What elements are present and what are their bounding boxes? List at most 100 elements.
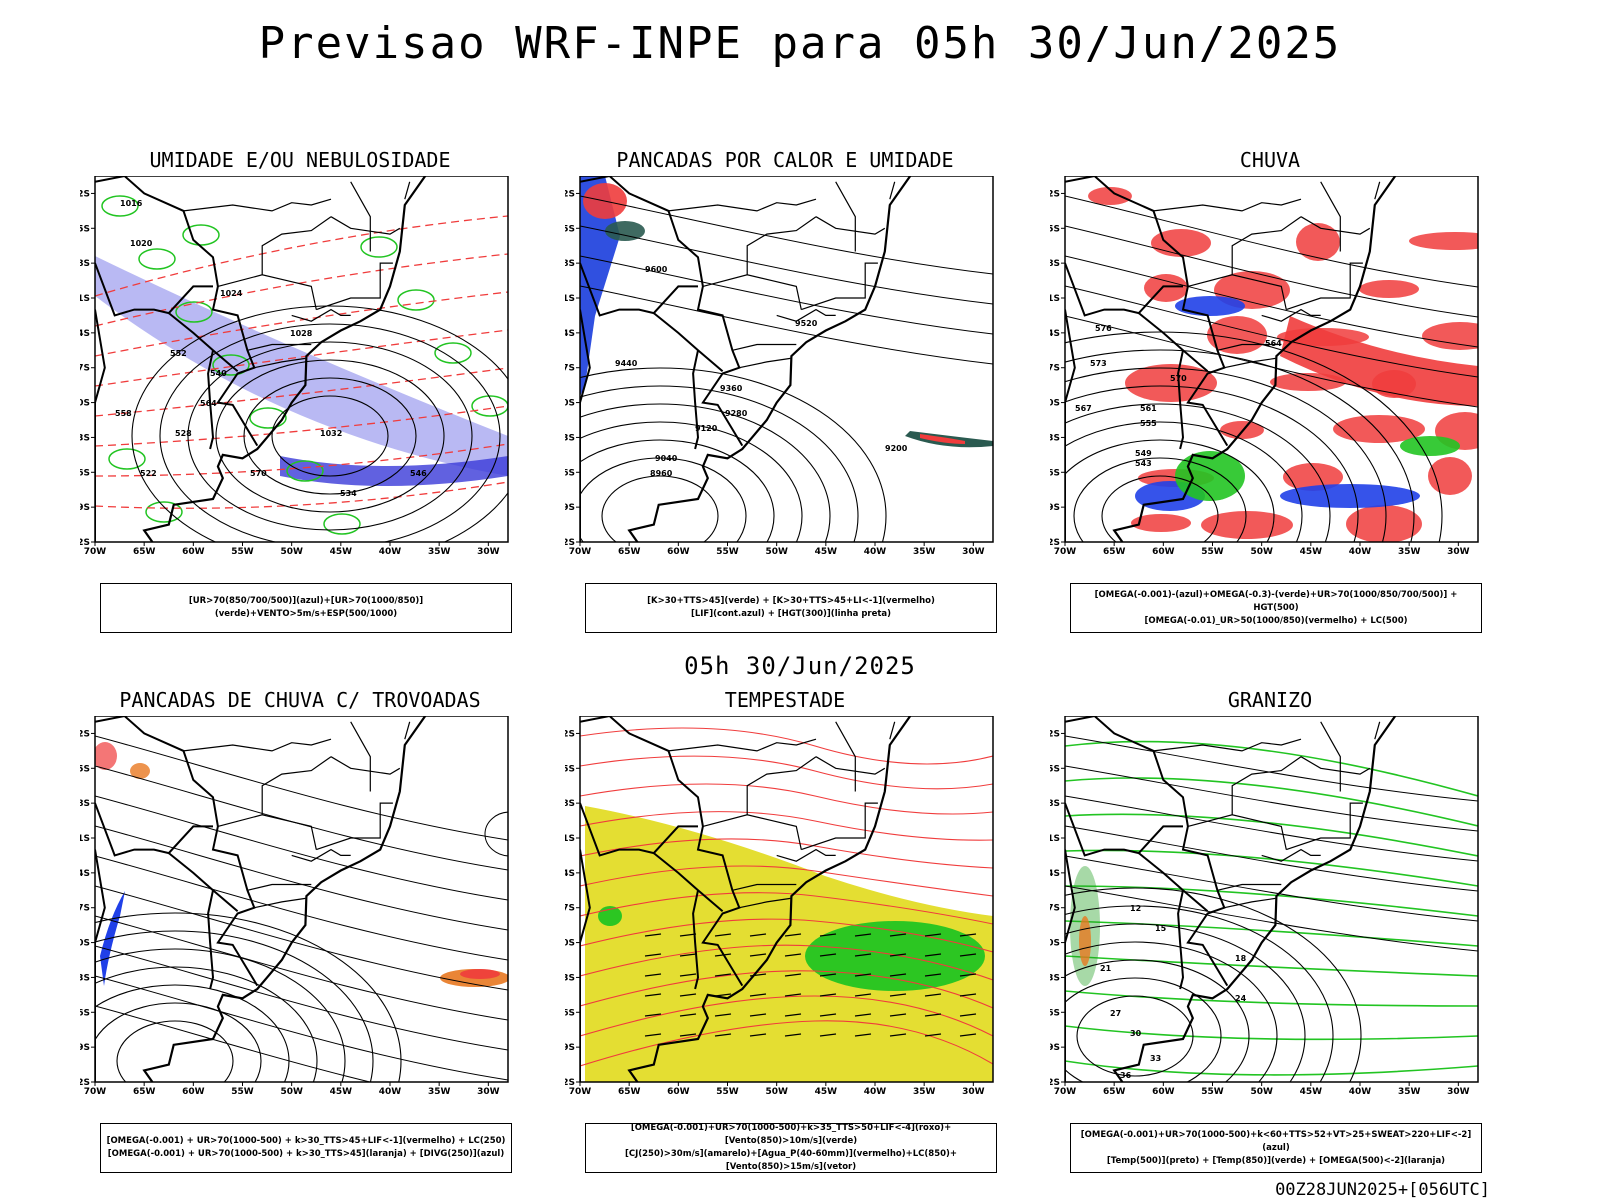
panel-legend: [OMEGA(-0.001)-(azul)+OMEGA(-0.3)-(verde… bbox=[1070, 583, 1482, 633]
map-pancadas-trovoadas[interactable]: 12S 15S 18S 21S 24S 27S 30S 33S 36S 39S 42S70W 65W 6… bbox=[80, 716, 520, 1121]
lat-label: 39S bbox=[1050, 1043, 1060, 1053]
lat-label: 21S bbox=[1050, 294, 1060, 304]
country-border bbox=[1065, 802, 1183, 857]
lat-label: 21S bbox=[1050, 834, 1060, 844]
country-border bbox=[580, 802, 698, 857]
contour-label: 36 bbox=[1120, 1071, 1132, 1080]
lon-label: 60W bbox=[1152, 547, 1175, 557]
humidity-contour-green bbox=[145, 501, 183, 523]
coastline bbox=[1112, 176, 1397, 542]
humidity-contour-green bbox=[212, 354, 250, 376]
contour-label: 9120 bbox=[695, 424, 718, 433]
wind-vector bbox=[924, 933, 942, 937]
map-layer bbox=[580, 716, 993, 1082]
lat-label: 15S bbox=[80, 764, 90, 774]
jet-yellow-area bbox=[585, 806, 993, 1082]
coastline bbox=[1112, 716, 1397, 1082]
humidity-contour-green bbox=[101, 195, 139, 217]
lat-label: 39S bbox=[565, 503, 575, 513]
map-tempestade[interactable]: 12S 15S 18S 21S 24S 27S 30S 33S 36S 39S 42S70W 65W 6… bbox=[565, 716, 1005, 1121]
state-border bbox=[1153, 738, 1302, 752]
lat-label: 12S bbox=[1050, 189, 1060, 199]
lat-label: 27S bbox=[80, 904, 90, 914]
rain-area-red bbox=[1151, 229, 1211, 257]
wind-vector bbox=[924, 953, 942, 957]
wind-vector bbox=[679, 933, 697, 937]
wind-vector bbox=[889, 993, 907, 997]
lon-label: 45W bbox=[330, 1087, 353, 1097]
state-border bbox=[183, 198, 332, 212]
temp850-green bbox=[1065, 885, 1478, 917]
lat-label: 33S bbox=[80, 433, 90, 443]
streamline bbox=[1065, 735, 1478, 802]
temp850-green bbox=[1065, 990, 1478, 1007]
temp850-green bbox=[1065, 1060, 1478, 1076]
lon-label: 65W bbox=[1103, 547, 1126, 557]
streamline bbox=[95, 735, 508, 841]
lat-label: 27S bbox=[1050, 364, 1060, 374]
state-border bbox=[1286, 262, 1363, 311]
streamline bbox=[1065, 195, 1478, 288]
lat-label: 39S bbox=[80, 1043, 90, 1053]
lon-label: 40W bbox=[864, 547, 887, 557]
lon-label: 70W bbox=[84, 1087, 107, 1097]
wind-vector bbox=[784, 973, 802, 977]
map-pancadas-calor[interactable]: 9600 9520 9440 9360 9280 9200 9120 9040 8960 12S 1… bbox=[565, 176, 1005, 581]
map-granizo[interactable]: 12 15 18 21 24 27 30 33 36 12S 15S 18S 21S 24S 27S 30S 3… bbox=[1050, 716, 1490, 1121]
lat-label: 15S bbox=[565, 764, 575, 774]
map-frame bbox=[1064, 176, 1479, 543]
country-border bbox=[1177, 890, 1185, 990]
state-border bbox=[316, 262, 393, 311]
state-border bbox=[732, 343, 797, 351]
lon-label: 65W bbox=[618, 547, 641, 557]
rain-area-red bbox=[1283, 463, 1343, 491]
lat-label: 15S bbox=[1050, 224, 1060, 234]
lat-label: 18S bbox=[565, 799, 575, 809]
contour-label: 1032 bbox=[320, 429, 342, 438]
lat-label: 30S bbox=[80, 399, 90, 409]
lat-label: 33S bbox=[80, 973, 90, 983]
lat-label: 39S bbox=[1050, 503, 1060, 513]
country-border bbox=[1065, 849, 1076, 1082]
contour-label: 8960 bbox=[650, 469, 673, 478]
wind-vector bbox=[924, 973, 942, 977]
contour-line bbox=[95, 984, 290, 1082]
contour-label: 9200 bbox=[885, 444, 908, 453]
lat-label: 18S bbox=[80, 259, 90, 269]
wind-vector bbox=[644, 993, 662, 997]
panel-pancadas-calor: PANCADAS POR CALOR E UMIDADE 9600 9520 944… bbox=[565, 148, 1005, 633]
wind-vector bbox=[819, 933, 837, 937]
lon-label: 55W bbox=[231, 547, 254, 557]
lon-label: 70W bbox=[1054, 1087, 1077, 1097]
contour-line bbox=[1065, 941, 1278, 1082]
contour-label: 528 bbox=[175, 429, 192, 438]
contour-line bbox=[1065, 977, 1222, 1082]
wind-vector bbox=[819, 1013, 837, 1017]
state-border bbox=[254, 357, 306, 369]
panel-legend: [OMEGA(-0.001)+UR>70(1000-500)+k>35_TTS>… bbox=[585, 1123, 997, 1173]
lon-label: 55W bbox=[716, 547, 739, 557]
legend-line: [K>30+TTS>45](verde) + [K>30+TTS>45+LI<-… bbox=[647, 596, 935, 606]
high-pressure-contour bbox=[484, 811, 508, 857]
wind-vector bbox=[959, 1033, 977, 1037]
map-umidade[interactable]: 1016 1020 1024 1028 1032 546 552 558 564 570 534 52… bbox=[80, 176, 520, 581]
state-border bbox=[1224, 357, 1276, 369]
contour-line bbox=[159, 323, 501, 542]
contour-line bbox=[580, 439, 775, 542]
wind-vector bbox=[819, 993, 837, 997]
wind-vector bbox=[749, 953, 767, 957]
map-layer bbox=[95, 716, 508, 1082]
wind-vector bbox=[854, 953, 872, 957]
wind-vector bbox=[749, 1033, 767, 1037]
legend-line: [Temp(500)](preto) + [Temp(850)](verde) … bbox=[1106, 1155, 1446, 1166]
contour-label: 9040 bbox=[655, 454, 678, 463]
contour-label: 552 bbox=[170, 349, 187, 358]
map-frame bbox=[579, 716, 994, 1083]
legend-line: [UR>70(850/700/500)](azul)+[UR>70(1000/8… bbox=[188, 596, 424, 619]
contour-line bbox=[95, 948, 346, 1082]
temp850-green bbox=[1065, 1025, 1478, 1041]
lon-label: 55W bbox=[716, 1087, 739, 1097]
divergence-blue bbox=[100, 891, 125, 986]
legend-line: [LIF](cont.azul) + [HGT(300)](linha pret… bbox=[690, 609, 892, 619]
